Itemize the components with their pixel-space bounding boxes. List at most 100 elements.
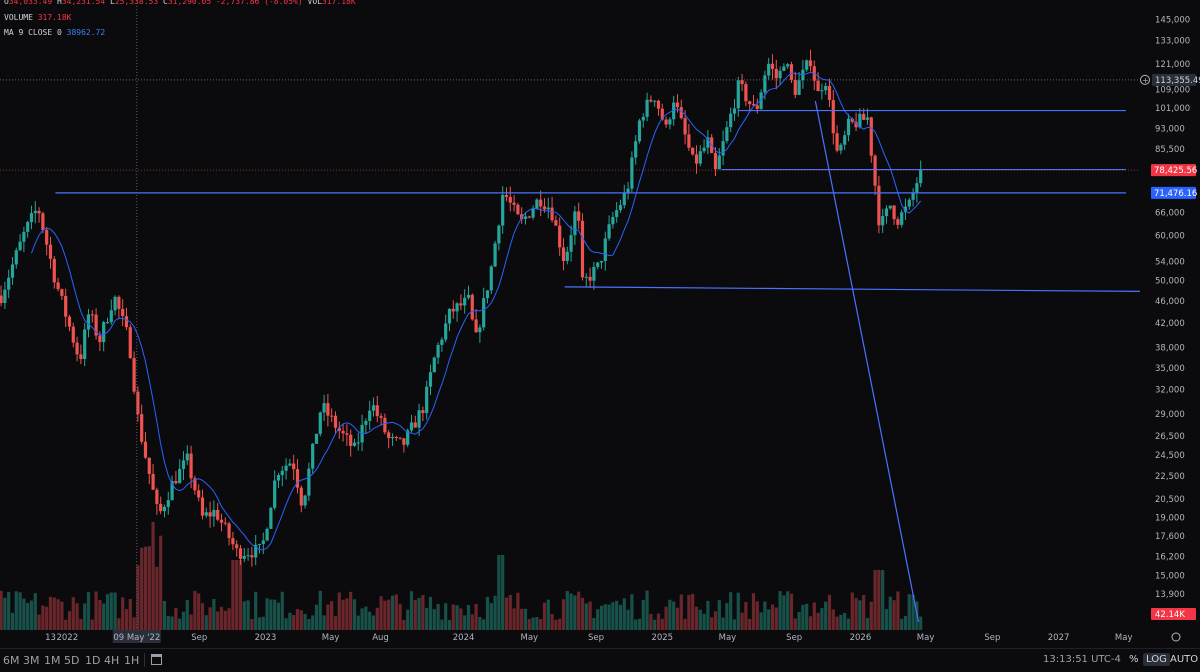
candle-body [543,206,546,209]
ohlc-value: 34,033.49 [9,0,57,6]
candle-body [782,66,785,70]
price-tick-label: 22,500 [1155,472,1185,482]
volume-bar [847,619,850,630]
volume-bar [683,619,686,630]
volume-bar [543,603,546,630]
volume-bar [452,605,455,630]
volume-bar [539,619,542,630]
candle-body [490,266,493,290]
volume-bar [505,598,508,630]
volume-bar [254,592,257,630]
timeframe-3m-button[interactable]: 3M [23,654,40,667]
candle-body [269,508,272,529]
volume-bar [809,616,812,630]
volume-bar [634,620,637,630]
volume-bar [197,593,200,630]
volume-bar [892,600,895,630]
volume-bar [657,614,660,630]
price-chart[interactable]: 145,000133,000121,000109,000101,00093,00… [0,0,1200,648]
volume-bar [459,608,462,630]
price-tick-label: 17,600 [1155,532,1185,542]
volume-bar [68,611,71,630]
crosshair [0,0,1140,630]
volume-bar [699,610,702,630]
candle-body [775,69,778,78]
candle-body [623,193,626,205]
volume-bar [64,620,67,630]
volume-bar [771,604,774,630]
price-tick-label: 19,000 [1155,513,1185,523]
volume-bar [372,616,375,630]
candle-body [585,277,588,278]
candle-body [87,314,90,329]
volume-bar [315,605,318,630]
candle-body [596,263,599,267]
timeframe-1m-button[interactable]: 1M [44,654,61,667]
volume-bar [775,607,778,630]
volume-bar [53,598,56,630]
timeframe-5d-button[interactable]: 5D [64,654,79,667]
candle-body [577,211,580,220]
candle-body [714,153,717,169]
candle-body [721,141,724,155]
price-axis[interactable]: 145,000133,000121,000109,000101,00093,00… [1141,16,1200,620]
candle-body [417,410,420,427]
candle-body [56,282,59,289]
candle-body [60,289,63,296]
candle-body [501,195,504,226]
volume-bar [835,617,838,630]
percent-scale-button[interactable]: % [1126,653,1142,666]
volume-bar [121,597,124,630]
volume-bar [873,570,876,630]
volume-bar [900,619,903,630]
price-tick-label: 93,000 [1155,124,1185,134]
volume-bar [790,594,793,630]
candle-body [376,405,379,416]
candle-body [725,127,728,141]
volume-bar [797,612,800,630]
candle-body [444,323,447,339]
clock[interactable]: 13:13:51 UTC-4 [1043,654,1121,665]
candle-body [186,454,189,461]
volume-bar [30,601,33,630]
auto-scale-button[interactable]: AUTO [1167,653,1200,666]
timeframe-1d-button[interactable]: 1D [85,654,100,667]
candle-body [212,510,215,517]
volume-bar [661,619,664,630]
log-scale-button[interactable]: LOG [1143,653,1170,666]
volume-bar [26,603,29,630]
candle-body [178,469,181,483]
candle-body [554,220,557,225]
candle-body [322,403,325,412]
candle-body [110,310,113,322]
candle-body [645,100,648,117]
timeframe-1h-button[interactable]: 1H [124,654,139,667]
candle-body [148,458,151,474]
timeframe-4h-button[interactable]: 4H [104,654,119,667]
candle-body [334,416,337,428]
calendar-icon[interactable] [151,654,162,665]
volume-bar [490,603,493,630]
volume-bar [547,600,550,630]
volume-bar [265,598,268,630]
candle-body [421,410,424,413]
volume-bar [744,602,747,630]
timeframe-6m-button[interactable]: 6M [3,654,20,667]
price-tick-label: 101,000 [1155,104,1190,114]
price-tick-label: 54,000 [1155,258,1185,268]
time-tick-label: 2025 [651,633,673,643]
candle-body [3,290,6,303]
candle-body [824,86,827,90]
time-tick-label: 13 [45,633,56,643]
volume-bar [7,592,10,630]
candle-body [581,221,584,278]
volume-bar [15,591,18,630]
volume-bar [201,603,204,630]
volume-bar [649,614,652,630]
candle-body [258,544,261,545]
time-tick-label: May [917,633,935,643]
candle-body [493,243,496,266]
candle-body [566,252,569,261]
bottom-toolbar: 6M 3M 1M 5D 1D 4H 1H 13:13:51 UTC-4 % LO… [0,648,1200,672]
